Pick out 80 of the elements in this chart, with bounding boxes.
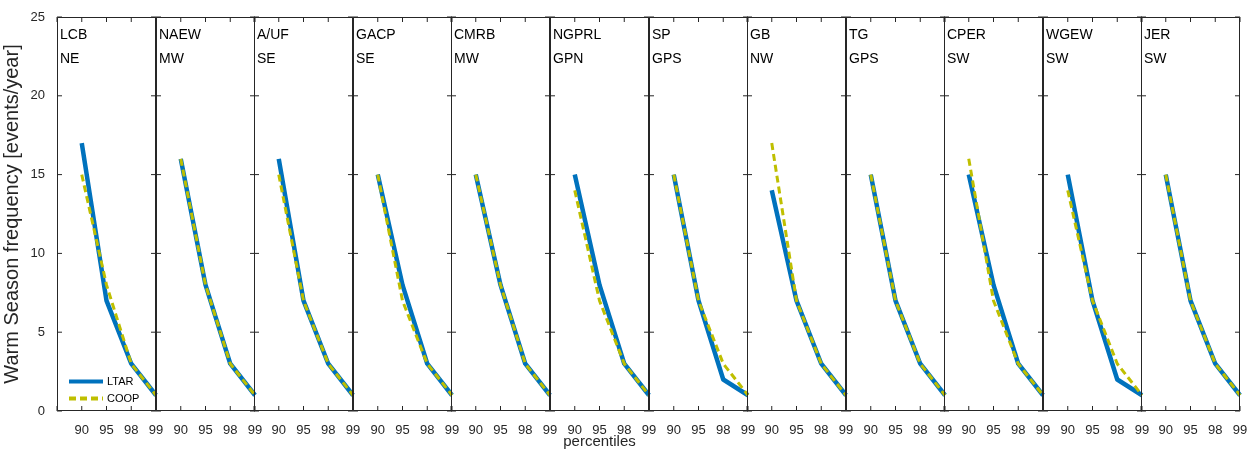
x-tick-label: 99	[838, 422, 854, 438]
x-tick-label: 90	[567, 422, 582, 438]
x-tick-label: 99	[641, 422, 657, 438]
x-tick-label: 98	[715, 422, 730, 438]
y-tick-label: 25	[30, 8, 45, 24]
annotation: NW	[750, 49, 775, 66]
annotation: SE	[257, 49, 276, 66]
x-tick-label: 90	[74, 422, 89, 438]
x-tick-label: 90	[666, 422, 681, 438]
x-tick-label: 99	[543, 422, 558, 438]
x-tick-label: 95	[986, 422, 1001, 438]
x-tick-label: 99	[1233, 422, 1248, 438]
annotation: SP	[651, 25, 671, 42]
x-tick-label: 99	[345, 422, 361, 438]
x-tick-label: 95	[493, 422, 509, 438]
y-tick-label: 0	[37, 402, 45, 418]
x-tick-label: 99	[148, 422, 164, 438]
x-tick-label: 90	[468, 422, 484, 438]
annotation: SE	[355, 49, 375, 66]
annotation: MW	[454, 49, 480, 66]
x-tick-label: 99	[937, 422, 952, 438]
annotation: SW	[1045, 49, 1070, 66]
x-tick-label: 98	[222, 422, 238, 438]
x-tick-label: 98	[814, 422, 829, 438]
x-tick-label: 90	[1060, 422, 1075, 438]
x-tick-label: 90	[1158, 422, 1174, 438]
legend-label: COOP	[107, 391, 140, 404]
annotation: GPS	[848, 49, 879, 66]
x-tick-label: 99	[740, 422, 755, 438]
x-tick-label: 99	[1036, 422, 1051, 438]
x-tick-label: 95	[887, 422, 903, 438]
x-tick-label: 95	[690, 422, 706, 438]
x-tick-label: 95	[1085, 422, 1100, 438]
x-tick-label: 98	[518, 422, 533, 438]
annotation: TG	[848, 25, 869, 42]
x-tick-label: 90	[370, 422, 385, 438]
annotation: NGPRL	[552, 25, 602, 42]
x-tick-label: 98	[321, 422, 336, 438]
x-tick-label: 95	[197, 422, 213, 438]
x-tick-label: 95	[395, 422, 410, 438]
x-tick-label: 98	[124, 422, 139, 438]
y-tick-label: 10	[30, 244, 45, 260]
x-tick-label: 90	[863, 422, 878, 438]
x-tick-label: 98	[1011, 422, 1026, 438]
x-tick-label: 99	[1134, 422, 1150, 438]
annotation: LCB	[60, 25, 88, 42]
x-tick-label: 90	[271, 422, 287, 438]
annotation: GPN	[552, 49, 584, 66]
x-tick-label: 90	[764, 422, 780, 438]
x-tick-label: 99	[444, 422, 459, 438]
y-axis-title: Warm Season frequency [events/year]	[0, 44, 22, 384]
x-tick-label: 98	[1109, 422, 1125, 438]
x-tick-label: 98	[912, 422, 928, 438]
x-tick-label: 95	[296, 422, 311, 438]
annotation: NE	[60, 49, 80, 66]
annotation: JER	[1144, 25, 1171, 42]
annotation: NAEW	[158, 25, 202, 42]
annotation: GB	[750, 25, 771, 42]
annotation: GACP	[355, 25, 396, 42]
x-tick-label: 90	[961, 422, 977, 438]
legend-label: LTAR	[107, 374, 134, 387]
annotation: SW	[947, 49, 971, 66]
annotation: GPS	[651, 49, 682, 66]
x-tick-label: 98	[1208, 422, 1223, 438]
x-tick-label: 95	[1183, 422, 1199, 438]
x-tick-label: 95	[789, 422, 804, 438]
annotation: CPER	[947, 25, 987, 42]
y-tick-label: 15	[30, 166, 45, 182]
x-tick-label: 98	[419, 422, 435, 438]
annotation: SW	[1144, 49, 1168, 66]
x-tick-label: 90	[173, 422, 188, 438]
annotation: WGEW	[1045, 25, 1094, 42]
annotation: A/UF	[257, 25, 290, 42]
annotation: CMRB	[454, 25, 496, 42]
x-tick-label: 95	[592, 422, 607, 438]
annotation: MW	[158, 49, 185, 66]
y-tick-label: 5	[37, 323, 45, 339]
x-tick-label: 99	[247, 422, 262, 438]
x-tick-label: 95	[99, 422, 114, 438]
y-tick-label: 20	[30, 87, 45, 103]
